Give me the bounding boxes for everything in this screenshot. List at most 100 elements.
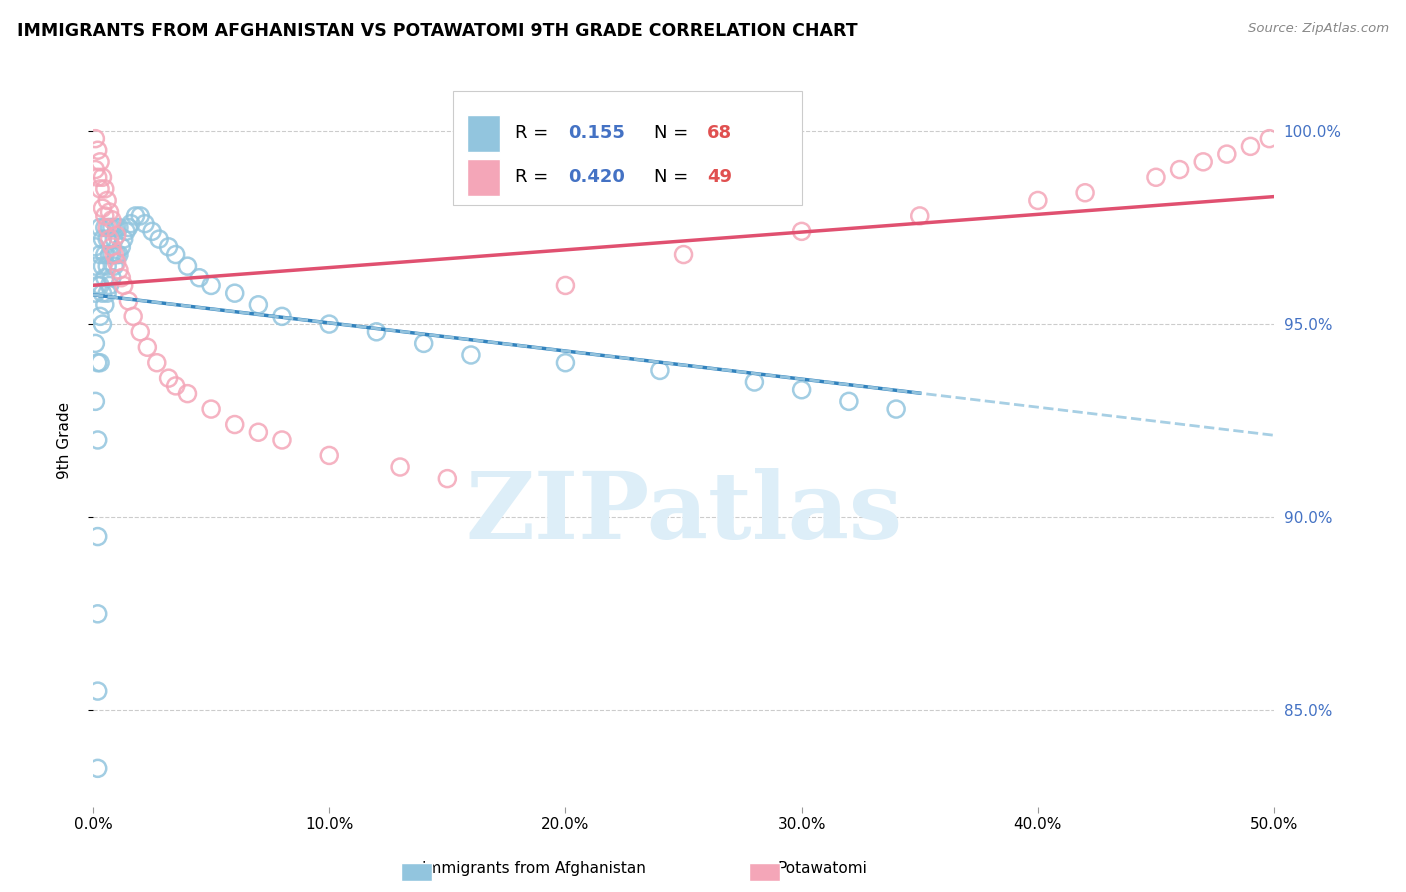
Text: ZIPatlas: ZIPatlas (465, 468, 903, 558)
Point (105, 220, 128, 235)
Point (94, 270, 117, 285)
Point (87, 278, 110, 293)
Point (105, 228, 128, 243)
Point (89, 278, 111, 293)
Text: Potawatomi: Potawatomi (778, 861, 868, 876)
Point (84, 162, 107, 177)
Point (838, 394, 860, 409)
Point (101, 212, 124, 227)
Point (165, 247, 187, 261)
Point (224, 417, 246, 432)
Point (91, 317, 114, 331)
Point (744, 375, 766, 389)
Point (91, 232, 114, 246)
Point (134, 217, 156, 231)
Point (318, 317, 340, 331)
Point (117, 220, 139, 235)
Point (1168, 162, 1191, 177)
Point (122, 310, 145, 324)
Point (84, 286, 107, 301)
Point (87, 356, 110, 370)
Point (87, 433, 110, 447)
Point (103, 232, 125, 246)
Point (188, 270, 211, 285)
Point (94, 182, 117, 196)
Point (554, 278, 576, 293)
Point (148, 232, 170, 246)
Point (94, 298, 117, 312)
Point (89, 356, 111, 370)
Point (200, 402, 222, 417)
Point (87, 530, 110, 544)
FancyBboxPatch shape (453, 91, 801, 205)
Point (129, 209, 152, 223)
Point (1216, 147, 1239, 161)
Point (790, 224, 813, 238)
Point (96, 220, 118, 235)
Point (110, 270, 132, 285)
Point (91, 170, 114, 185)
Point (110, 240, 132, 254)
Point (129, 325, 152, 339)
Point (224, 286, 246, 301)
Point (98, 220, 121, 235)
Point (790, 383, 813, 397)
Point (157, 240, 180, 254)
Point (84, 394, 107, 409)
Bar (467, 115, 501, 152)
Point (1026, 194, 1049, 208)
Point (103, 247, 125, 261)
Point (87, 761, 110, 775)
Point (200, 278, 222, 293)
Text: IMMIGRANTS FROM AFGHANISTAN VS POTAWATOMI 9TH GRADE CORRELATION CHART: IMMIGRANTS FROM AFGHANISTAN VS POTAWATOM… (17, 22, 858, 40)
Point (1239, 139, 1261, 153)
Y-axis label: 9th Grade: 9th Grade (58, 401, 72, 478)
Point (89, 182, 111, 196)
Point (105, 247, 128, 261)
Point (124, 209, 146, 223)
Point (436, 472, 458, 486)
Point (112, 278, 135, 293)
Point (91, 286, 114, 301)
Point (1074, 186, 1097, 200)
Point (120, 217, 142, 231)
Point (115, 224, 138, 238)
Text: 49: 49 (707, 169, 733, 186)
Point (117, 293, 139, 308)
Point (271, 310, 294, 324)
Point (94, 209, 117, 223)
Point (101, 240, 124, 254)
Point (412, 336, 434, 351)
Point (98, 205, 121, 219)
Text: R =: R = (515, 124, 554, 142)
Point (157, 371, 180, 385)
Point (87, 607, 110, 621)
Point (176, 259, 198, 273)
Point (108, 263, 131, 277)
Point (96, 259, 118, 273)
Point (98, 247, 121, 261)
Point (1258, 131, 1281, 145)
Point (108, 247, 131, 261)
Point (908, 209, 931, 223)
Point (89, 154, 111, 169)
Point (1192, 154, 1215, 169)
Point (165, 379, 187, 393)
Bar (467, 159, 501, 195)
Point (247, 298, 270, 312)
Point (91, 201, 114, 215)
Point (247, 425, 270, 440)
Point (87, 684, 110, 698)
Text: N =: N = (654, 169, 695, 186)
Point (84, 259, 107, 273)
Point (271, 433, 294, 447)
Point (91, 259, 114, 273)
Point (87, 170, 110, 185)
Point (136, 340, 159, 354)
Point (94, 247, 117, 261)
Point (554, 356, 576, 370)
Point (112, 232, 135, 246)
Point (96, 232, 118, 246)
Text: 0.420: 0.420 (568, 169, 624, 186)
Point (89, 247, 111, 261)
